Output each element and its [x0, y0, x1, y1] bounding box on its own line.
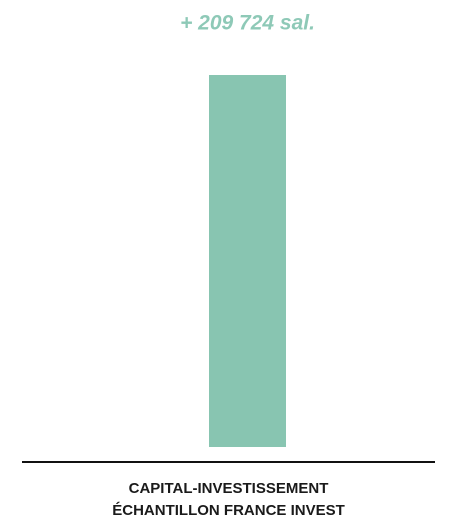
- category-label: CAPITAL-INVESTISSEMENT ÉCHANTILLON FRANC…: [112, 480, 345, 519]
- bar: [209, 75, 286, 447]
- value-label: + 209 724 sal.: [180, 12, 315, 35]
